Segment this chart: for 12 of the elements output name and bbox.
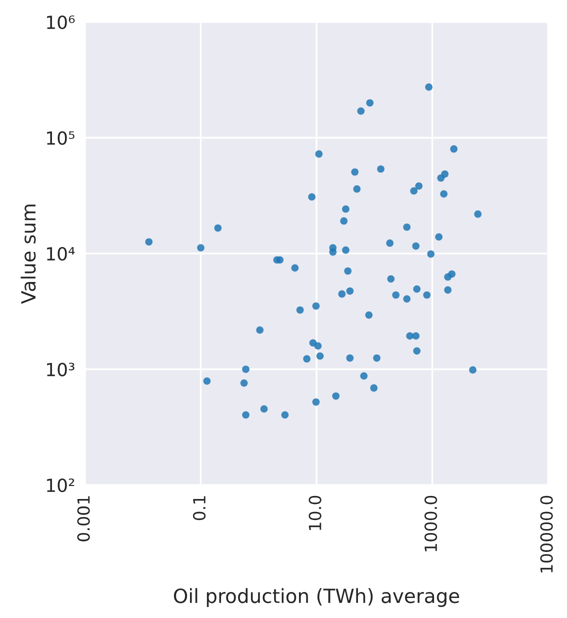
x-tick-label: 100000.0	[540, 496, 553, 572]
y-tick-label: 10²	[47, 478, 74, 492]
y-tick-label: 10³	[47, 362, 74, 376]
y-tick-label: 10⁴	[47, 246, 75, 261]
y-axis-title: Value sum	[20, 204, 36, 304]
y-tick-label: 10⁵	[47, 131, 74, 145]
x-tick-label: 0.001	[77, 496, 90, 542]
x-tick-label: 10.0	[308, 496, 322, 530]
x-tick-label: 0.1	[192, 496, 206, 520]
x-axis-title: Oil production (TWh) average	[174, 588, 460, 607]
x-tick-label: 1000.0	[424, 496, 438, 552]
y-tick-label: 10⁶	[47, 15, 75, 30]
